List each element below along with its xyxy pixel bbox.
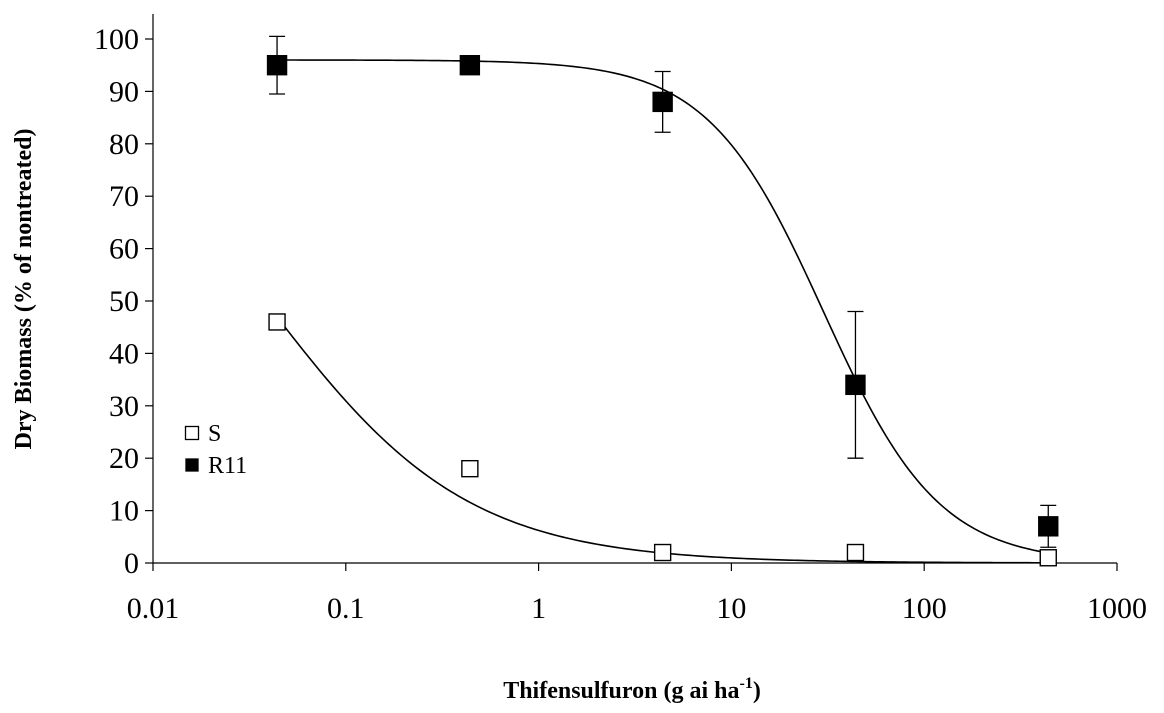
x-tick-label-2: 1	[531, 592, 546, 625]
data-markers	[266, 55, 1059, 567]
point-S-3	[846, 543, 865, 562]
point-S-1	[461, 459, 479, 478]
point-R11-4	[1038, 516, 1059, 537]
legend-label-S: S	[208, 421, 221, 447]
y-axis-title: Dry Biomass (% of nontreated)	[11, 129, 37, 450]
legend-marker-S	[184, 425, 200, 441]
error-bars	[269, 35, 1057, 548]
point-R11-1	[459, 55, 481, 76]
y-tick-label-50: 50	[109, 285, 139, 318]
point-S-2	[653, 543, 672, 562]
point-R11-3	[845, 374, 866, 396]
point-R11-2	[652, 91, 673, 113]
legend: S R11	[184, 421, 247, 479]
y-tick-label-70: 70	[109, 180, 139, 213]
y-tick-label-90: 90	[109, 75, 139, 108]
y-tick-label-40: 40	[109, 337, 139, 370]
y-tick-label-0: 0	[124, 547, 139, 580]
x-axis-title: Thifensulfuron (g ai ha-1)	[503, 675, 761, 704]
y-tick-label-30: 30	[109, 390, 139, 423]
tick-marks	[145, 38, 1118, 571]
y-tick-label-60: 60	[109, 233, 139, 266]
point-S-0	[268, 313, 286, 331]
x-axis-title-suffix: )	[753, 678, 761, 704]
x-tick-label-0: 0.01	[127, 592, 180, 625]
x-tick-label-5: 1000	[1087, 592, 1147, 625]
fitted-curves	[276, 59, 1049, 564]
legend-label-R11: R11	[208, 453, 247, 479]
x-tick-label-1: 0.1	[327, 592, 365, 625]
fit-curve-R11	[277, 59, 1049, 554]
fit-curve-S	[276, 316, 1049, 564]
point-R11-0	[266, 55, 288, 76]
y-tick-label-100: 100	[94, 23, 139, 56]
x-axis-title-main: Thifensulfuron (g ai ha	[503, 678, 739, 704]
x-tick-label-4: 100	[902, 592, 947, 625]
point-S-4	[1039, 549, 1057, 567]
legend-marker-R11	[185, 458, 199, 472]
x-axis-title-superscript: -1	[739, 675, 752, 692]
x-tick-label-3: 10	[716, 592, 746, 625]
axes	[152, 14, 1117, 564]
y-tick-label-10: 10	[109, 495, 139, 528]
y-tick-label-80: 80	[109, 128, 139, 161]
y-tick-label-20: 20	[109, 442, 139, 475]
